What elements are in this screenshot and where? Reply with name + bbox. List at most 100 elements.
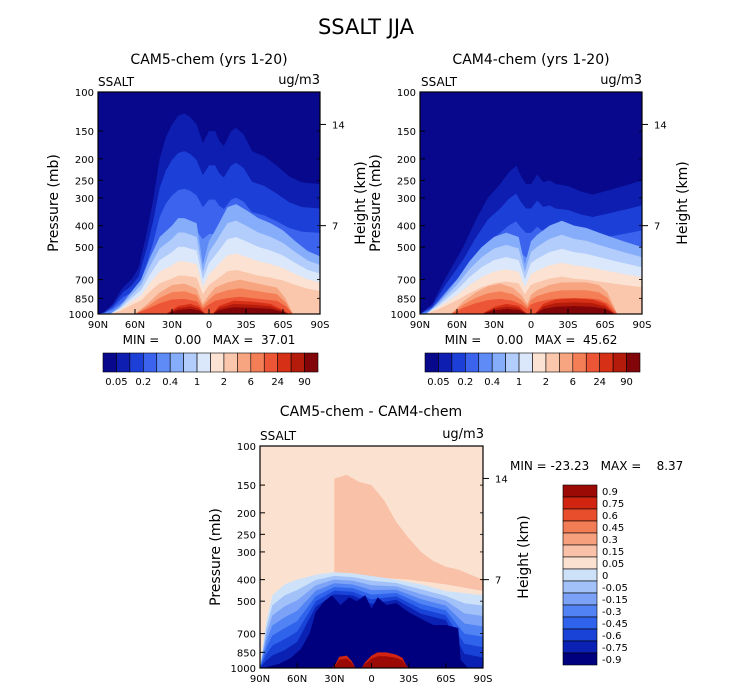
y-tick-label: 100 [237, 442, 256, 453]
x-tick-label: 90N [410, 320, 430, 331]
y-axis-label: Pressure (mb) [368, 154, 384, 252]
variable-label: SSALT [98, 75, 135, 89]
panel-title: CAM5-chem - CAM4-chem [280, 404, 462, 420]
colorbar: 0.90.750.60.450.30.150.050-0.05-0.15-0.3… [562, 484, 628, 666]
x-tick-label: 30S [558, 320, 577, 331]
x-tick-label: 60S [273, 320, 292, 331]
colorbar-label: 2 [543, 377, 549, 388]
variable-label: SSALT [260, 429, 297, 443]
min-max-text: MIN = 0.00 MAX = 45.62 [445, 333, 618, 347]
x-tick-label: 60S [595, 320, 614, 331]
contour-level [262, 595, 469, 668]
y-tick-label: 300 [397, 194, 416, 205]
x-tick-label: 60N [287, 674, 307, 685]
contour-level [331, 656, 409, 668]
units-label: ug/m3 [278, 73, 320, 88]
colorbar-box [562, 496, 598, 510]
y-tick-label: 300 [237, 548, 256, 559]
colorbar-box [562, 556, 598, 570]
x-tick-label: 90N [88, 320, 108, 331]
colorbar-box [562, 628, 598, 642]
colorbar-box [210, 352, 225, 373]
y-tick-label: 250 [397, 176, 416, 187]
units-label: ug/m3 [442, 427, 484, 442]
colorbar-box [585, 352, 600, 373]
colorbar-box [143, 352, 158, 373]
x-tick-label: 60N [447, 320, 467, 331]
colorbar-box [545, 352, 560, 373]
colorbar-label: 24 [271, 377, 284, 388]
x-tick-label: 30N [162, 320, 182, 331]
main-title: SSALT JJA [318, 15, 415, 39]
colorbar-label: 0.2 [457, 377, 473, 388]
plot-frame [419, 91, 643, 315]
x-tick-label: 30S [399, 674, 418, 685]
y-tick-label: 200 [75, 155, 94, 166]
colorbar-label: -0.3 [602, 607, 622, 618]
colorbar-box [562, 604, 598, 618]
colorbar-label: -0.75 [602, 643, 628, 654]
y2-axis-label: Height (km) [675, 161, 691, 244]
y2-tick-label: 7 [495, 576, 501, 587]
y-tick-label: 150 [75, 127, 94, 138]
y2-tick-label: 7 [654, 222, 660, 233]
y-tick-label: 250 [75, 176, 94, 187]
colorbar-box [102, 352, 117, 373]
contour-level [334, 474, 483, 592]
panel-title: CAM5-chem (yrs 1-20) [130, 52, 287, 68]
x-tick-label: 90S [473, 674, 492, 685]
y-tick-label: 300 [75, 194, 94, 205]
y-tick-label: 500 [237, 597, 256, 608]
colorbar-label: 0.2 [135, 377, 151, 388]
colorbar-box [156, 352, 171, 373]
colorbar-label: -0.45 [602, 619, 628, 630]
y-tick-label: 850 [237, 648, 256, 659]
y-tick-label: 400 [75, 222, 94, 233]
colorbar-box [562, 592, 598, 606]
contour-fills [98, 92, 320, 314]
y-tick-label: 700 [397, 276, 416, 287]
colorbar-label: 0.05 [602, 559, 624, 570]
y-tick-label: 1000 [391, 310, 416, 321]
colorbar-label: 0.75 [602, 499, 624, 510]
y2-tick-label: 14 [654, 120, 667, 131]
colorbar: 0.05 0.2 0.4 1 2 6 24 90 [102, 352, 319, 388]
contour-level [165, 307, 290, 314]
x-tick-label: 0 [528, 320, 534, 331]
colorbar-label: 0.4 [162, 377, 178, 388]
colorbar-label: 90 [620, 377, 633, 388]
colorbar-box [559, 352, 574, 373]
colorbar-box [250, 352, 265, 373]
colorbar-label: -0.15 [602, 595, 628, 606]
colorbar-box [562, 580, 598, 594]
y-tick-label: 1000 [231, 664, 256, 675]
y-tick-label: 1000 [69, 310, 94, 321]
colorbar-box [562, 568, 598, 582]
y-tick-label: 150 [397, 127, 416, 138]
y2-axis-label: Height (km) [353, 161, 369, 244]
colorbar-box [263, 352, 278, 373]
x-tick-label: 90N [250, 674, 270, 685]
colorbar-box [237, 352, 252, 373]
plot-frame [259, 445, 484, 669]
contour-fills [420, 92, 642, 314]
contour-fills [260, 446, 483, 668]
colorbar-label: -0.6 [602, 631, 622, 642]
colorbar-label: 1 [194, 377, 200, 388]
colorbar-box [626, 352, 641, 373]
x-tick-label: 0 [206, 320, 212, 331]
colorbar-label: 0.9 [602, 487, 618, 498]
panel-cam4: CAM4-chem (yrs 1-20) SSALT ug/m3 100 150 2… [368, 52, 691, 388]
colorbar-label: 0.05 [427, 377, 449, 388]
x-tick-label: 90S [310, 320, 329, 331]
y-tick-label: 500 [75, 243, 94, 254]
colorbar-box [572, 352, 587, 373]
colorbar-box [424, 352, 439, 373]
colorbar-label: -0.9 [602, 655, 622, 666]
x-tick-label: 30N [484, 320, 504, 331]
y-tick-label: 400 [397, 222, 416, 233]
colorbar-box [183, 352, 198, 373]
colorbar-box [277, 352, 292, 373]
